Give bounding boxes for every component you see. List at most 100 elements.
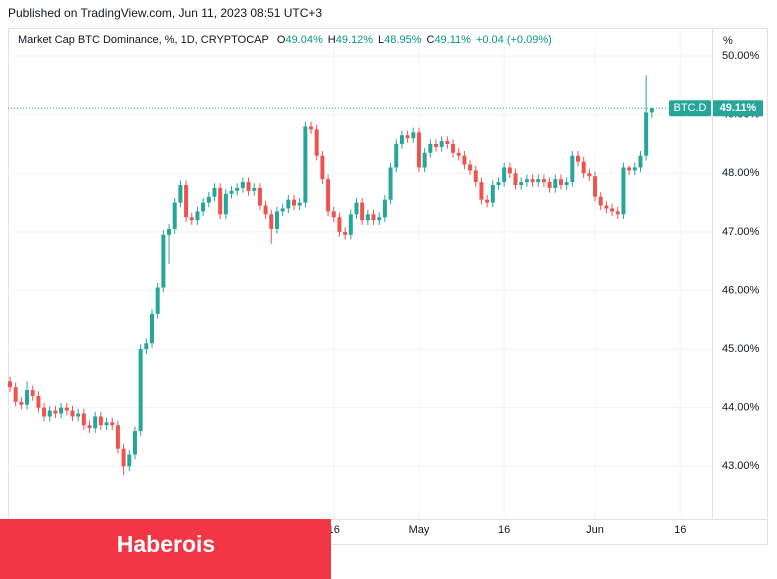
symbol-label: BTC.D bbox=[674, 102, 707, 114]
candle-body bbox=[81, 413, 86, 426]
price-tag bbox=[713, 100, 763, 117]
candle-body bbox=[621, 167, 626, 215]
legend-key: H bbox=[327, 34, 336, 46]
legend-value: 49.11% bbox=[434, 34, 471, 46]
candle-body bbox=[348, 214, 353, 235]
candle-body bbox=[627, 167, 632, 171]
candle-body bbox=[19, 401, 24, 405]
candle-body bbox=[468, 164, 473, 171]
x-tick-label: May bbox=[409, 524, 430, 536]
candle-body bbox=[451, 144, 456, 153]
candle-body bbox=[394, 144, 399, 168]
candle-body bbox=[104, 422, 109, 426]
candle-body bbox=[121, 448, 126, 467]
candle-body bbox=[93, 416, 98, 429]
candle-body bbox=[598, 196, 603, 206]
candle-body bbox=[365, 214, 370, 221]
candle-body bbox=[30, 390, 35, 396]
candle-body bbox=[354, 202, 359, 215]
candle-body bbox=[47, 410, 52, 417]
y-tick-label: 50.00% bbox=[722, 50, 760, 62]
candle-body bbox=[485, 199, 490, 203]
candle-body bbox=[218, 187, 223, 215]
candle-body bbox=[587, 173, 592, 177]
candle-body bbox=[604, 205, 609, 209]
candle-body bbox=[235, 187, 240, 191]
candle-body bbox=[229, 190, 234, 194]
candle-body bbox=[212, 187, 217, 197]
candle-body bbox=[246, 182, 251, 191]
candle-body bbox=[13, 387, 18, 402]
candle-body bbox=[286, 199, 291, 209]
candle-body bbox=[303, 126, 308, 203]
candle-body bbox=[132, 431, 137, 455]
candle-body bbox=[331, 211, 336, 218]
candle-body bbox=[59, 407, 64, 414]
candle-body bbox=[649, 108, 654, 113]
watermark-banner bbox=[0, 519, 331, 579]
candle-body bbox=[388, 167, 393, 200]
y-tick-label: 43.00% bbox=[722, 460, 760, 472]
legend-key: L bbox=[378, 34, 385, 46]
legend-value: +0.04 (+0.09%) bbox=[475, 34, 552, 46]
candle-body bbox=[434, 144, 438, 147]
x-tick-label: Jun bbox=[586, 524, 604, 536]
x-tick-label: 16 bbox=[674, 524, 686, 536]
candle-body bbox=[422, 152, 427, 168]
candle-body bbox=[547, 182, 552, 188]
candle-body bbox=[530, 179, 535, 183]
candle-body bbox=[360, 202, 365, 221]
legend-key: O bbox=[276, 34, 286, 46]
candle-body bbox=[326, 179, 331, 212]
candle-body bbox=[280, 208, 285, 212]
candle-body bbox=[519, 182, 524, 186]
candle-body bbox=[42, 407, 47, 417]
candle-body bbox=[581, 161, 586, 174]
candle-body bbox=[405, 135, 410, 139]
candle-body bbox=[490, 185, 495, 203]
candle-body bbox=[536, 179, 541, 183]
legend-value: 49.04% bbox=[285, 34, 323, 46]
candle-body bbox=[110, 422, 115, 426]
candle-body bbox=[269, 214, 274, 229]
candle-body bbox=[462, 155, 467, 165]
candle-body bbox=[292, 199, 296, 206]
candle-body bbox=[473, 170, 478, 183]
candle-body bbox=[172, 202, 177, 229]
symbol-tag bbox=[669, 100, 711, 117]
candle-body bbox=[252, 187, 257, 191]
candle-body bbox=[127, 454, 132, 467]
candle-body bbox=[456, 152, 461, 156]
candle-body bbox=[240, 182, 245, 188]
candle-body bbox=[178, 185, 183, 203]
candle-body bbox=[507, 167, 512, 174]
legend-value: 49.12% bbox=[335, 34, 374, 46]
unit-label: % bbox=[723, 35, 733, 47]
candle-body bbox=[337, 217, 342, 232]
candle-body bbox=[8, 381, 12, 388]
candle-body bbox=[479, 182, 484, 200]
candle-body bbox=[263, 205, 268, 215]
candle-body bbox=[558, 179, 563, 186]
candle-body bbox=[189, 217, 194, 221]
candle-body bbox=[150, 313, 154, 344]
candle-body bbox=[53, 410, 58, 414]
candle-body bbox=[184, 185, 189, 218]
candle-body bbox=[513, 173, 518, 186]
candle-body bbox=[257, 187, 262, 206]
y-tick-label: 46.00% bbox=[722, 284, 760, 296]
published-note: Published on TradingView.com, Jun 11, 20… bbox=[8, 6, 322, 20]
candle-body bbox=[632, 167, 637, 171]
candle-body bbox=[445, 141, 450, 145]
candle-body bbox=[564, 182, 569, 186]
legend-key: C bbox=[426, 34, 435, 46]
candle-body bbox=[576, 155, 580, 162]
candle-body bbox=[87, 425, 92, 429]
candle-body bbox=[161, 234, 166, 288]
candle-body bbox=[610, 208, 615, 212]
candle-body bbox=[593, 176, 598, 197]
candle-body bbox=[343, 231, 348, 235]
candle-body bbox=[98, 416, 103, 426]
candle-body bbox=[439, 141, 444, 147]
